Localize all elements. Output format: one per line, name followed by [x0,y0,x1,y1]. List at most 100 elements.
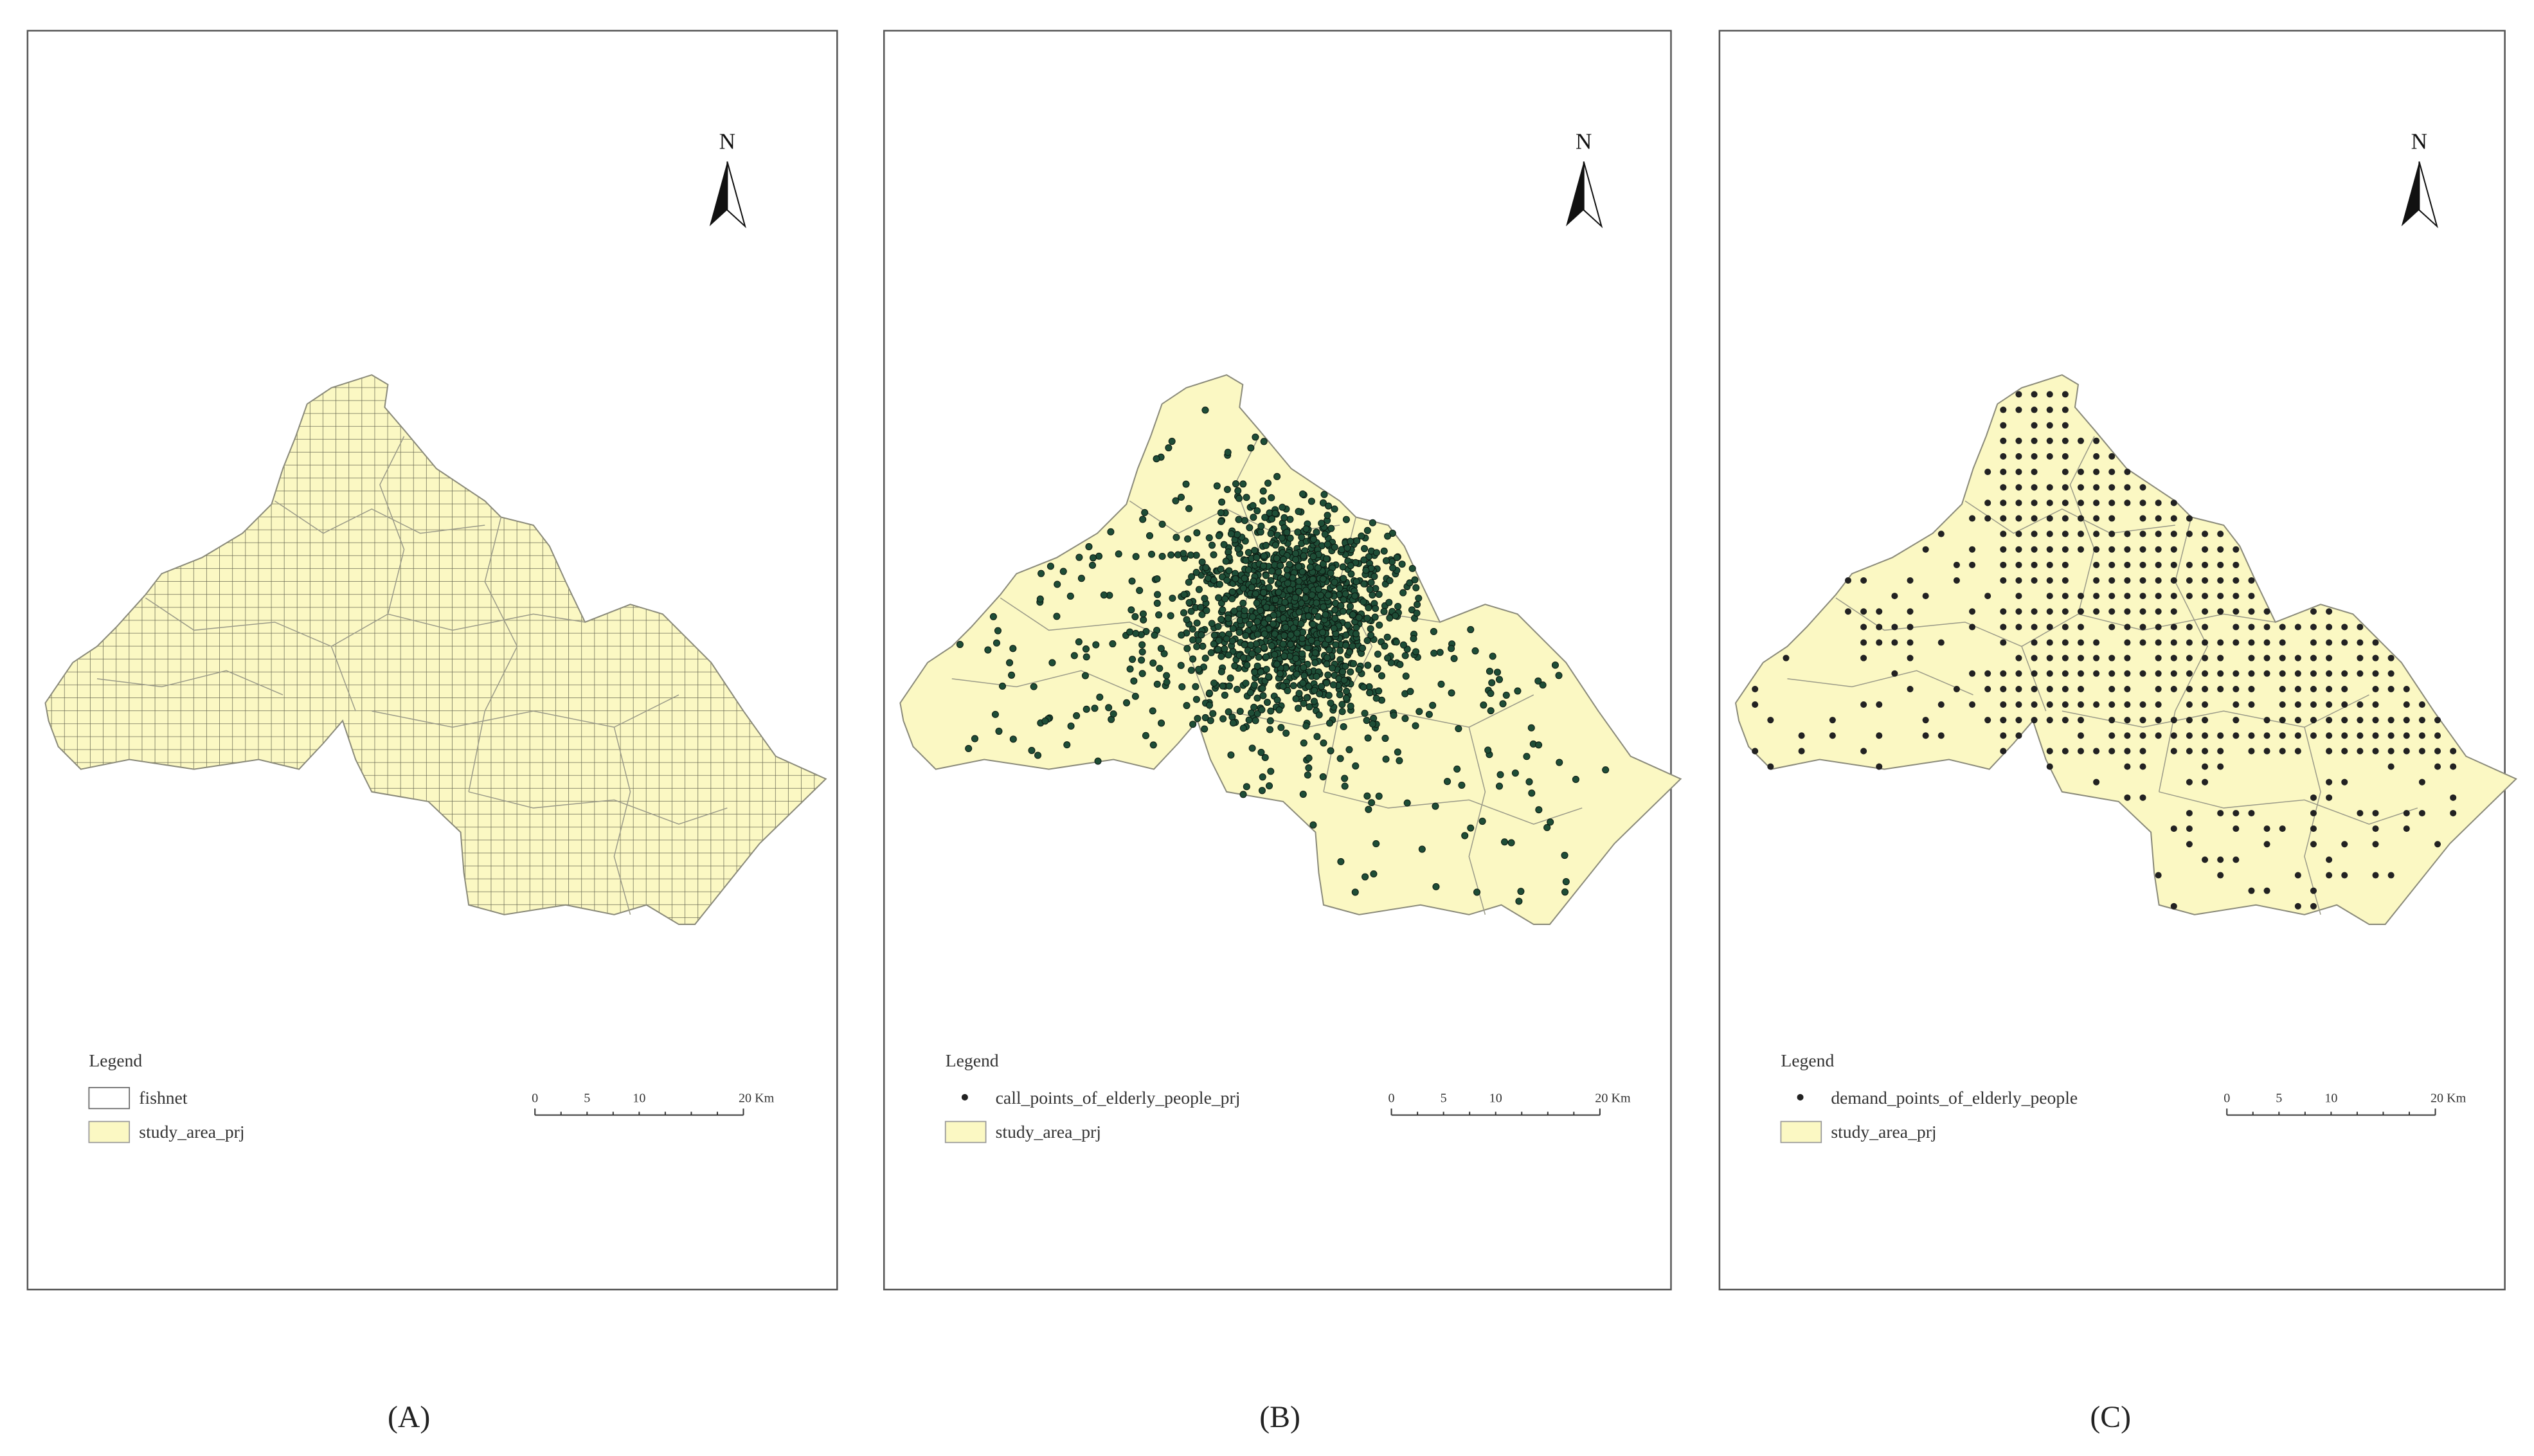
call-point [1408,606,1416,614]
demand-point [1969,701,1976,708]
demand-point [2310,654,2317,661]
call-point [1251,669,1259,676]
call-point [1096,693,1104,701]
demand-point [2139,763,2146,770]
call-point [1241,517,1248,525]
call-point [1249,502,1257,510]
demand-point [2170,593,2177,600]
map-panel: Legend fishnet study_area_prj N 0 5 10 20 Km (A) [26,30,838,1434]
demand-point [2233,546,2240,553]
call-point [1215,532,1223,539]
scale-label: 5 [2276,1091,2282,1105]
demand-point [2077,593,2085,600]
call-point [1303,694,1311,702]
call-point [1201,725,1209,733]
demand-point [2062,670,2069,677]
demand-point [2418,701,2425,708]
call-point [1185,598,1193,606]
call-point [1331,505,1338,513]
demand-point [2046,437,2053,444]
call-point [1213,482,1221,490]
demand-point [2450,763,2457,770]
call-point [1396,661,1404,669]
demand-point [2357,809,2364,817]
call-point [1493,669,1502,676]
demand-point [2046,654,2053,661]
demand-point [2403,825,2410,832]
district-boundary [468,791,728,825]
call-point [1414,600,1421,608]
call-point [1254,646,1262,654]
call-point [1140,616,1147,624]
call-point [1192,568,1200,576]
demand-point [2170,825,2177,832]
demand-point [2000,624,2007,631]
demand-point [2279,624,2286,631]
demand-point [2124,593,2131,600]
call-point [1295,563,1302,571]
call-point [1401,652,1409,660]
call-point [1268,642,1275,650]
demand-point [2124,469,2131,476]
demand-point [2077,530,2085,537]
demand-point [2046,608,2053,615]
demand-point [2124,577,2131,584]
call-point [1342,662,1349,670]
demand-point [2202,717,2209,724]
call-point [1268,515,1276,523]
demand-point [2046,624,2053,631]
call-point [1253,553,1261,561]
study-area [44,374,827,925]
demand-point [2155,717,2162,724]
demand-point [2294,732,2301,739]
call-point [1289,574,1297,582]
demand-point [2403,809,2410,817]
demand-point [2341,732,2348,739]
demand-point [1937,732,1945,739]
call-point [1201,714,1209,721]
demand-point [2233,639,2240,646]
demand-point [2031,561,2038,568]
call-point [1302,594,1309,602]
demand-point [1860,748,1867,755]
call-point [1267,530,1275,537]
demand-point [2294,670,2301,677]
call-point [1291,594,1299,602]
demand-point [2186,577,2193,584]
call-point [1539,681,1547,689]
demand-point [2418,732,2425,739]
demand-point [2326,856,2333,863]
call-point [1394,602,1402,610]
call-point [1534,677,1542,685]
demand-point [2387,685,2395,692]
demand-point [2263,748,2270,755]
demand-point [2372,701,2379,708]
call-point [1337,858,1345,865]
call-point [1054,580,1061,588]
demand-point [1891,639,1898,646]
demand-point [2031,546,2038,553]
demand-point [2217,530,2224,537]
call-point [1324,541,1331,548]
demand-point [2015,484,2022,491]
demand-point [2062,422,2069,429]
demand-point [2357,732,2364,739]
call-point [1311,649,1319,657]
demand-point [2341,670,2348,677]
call-point [1075,553,1083,561]
demand-point [2139,624,2146,631]
call-point [1195,665,1203,673]
call-point [1273,660,1280,668]
call-point [1412,584,1420,591]
demand-point [2062,499,2069,507]
north-label: N [1576,129,1592,154]
call-point [1063,741,1071,749]
call-point [1081,672,1089,679]
call-point [1319,499,1327,507]
demand-point [2155,872,2162,879]
demand-point [2062,546,2069,553]
demand-point [2326,624,2333,631]
call-point [1259,487,1267,495]
call-point [1286,534,1294,542]
call-point [1408,564,1416,572]
